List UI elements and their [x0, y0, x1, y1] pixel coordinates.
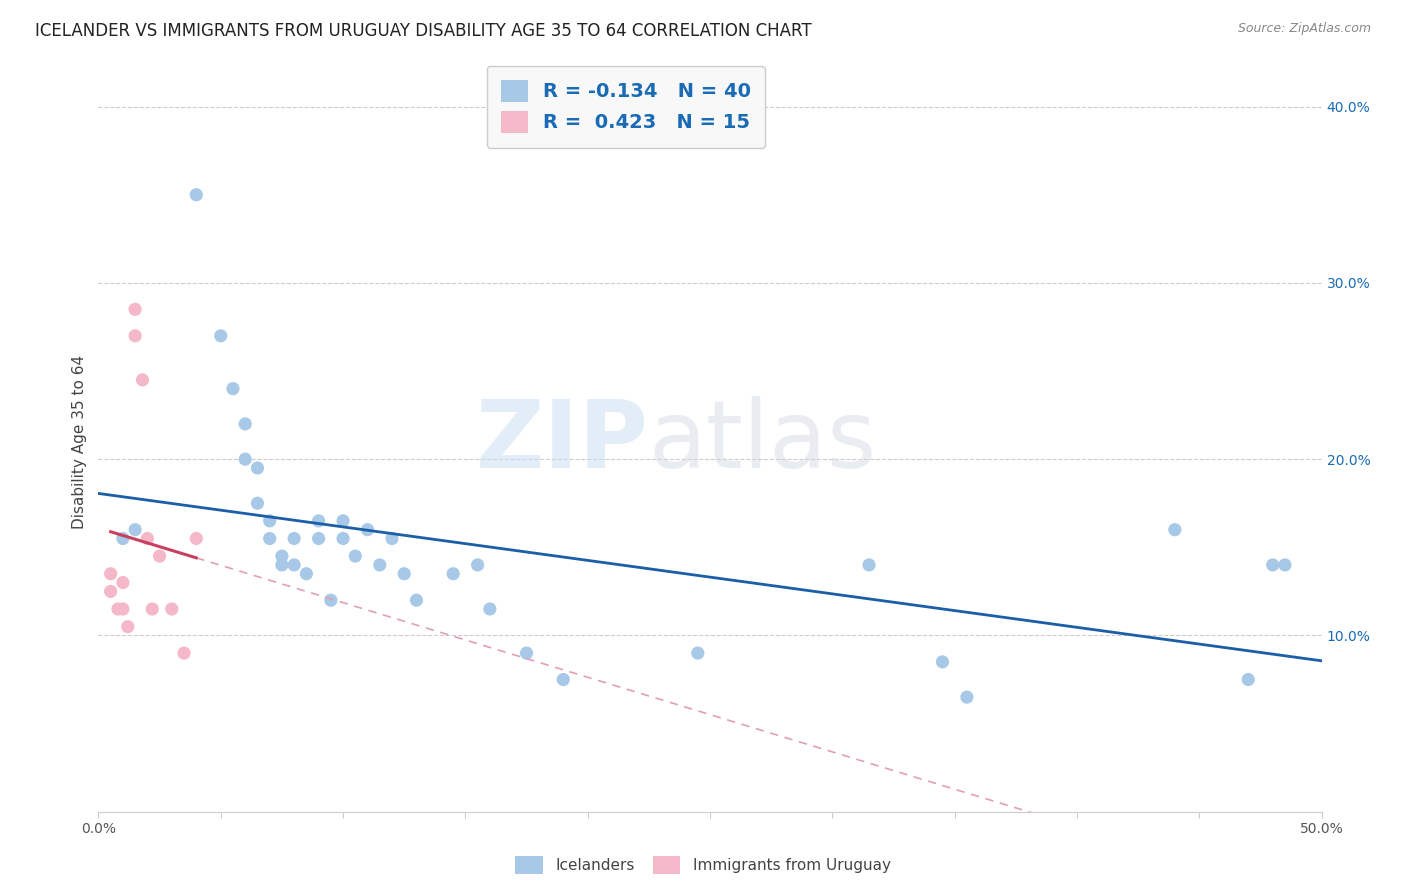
Point: [233, 417, 256, 431]
Point: [1164, 523, 1187, 537]
Point: [295, 566, 318, 581]
Point: [173, 646, 195, 660]
Point: [222, 382, 245, 396]
Point: [246, 461, 269, 475]
Text: Source: ZipAtlas.com: Source: ZipAtlas.com: [1237, 22, 1371, 36]
Point: [392, 566, 416, 581]
Point: [1274, 558, 1296, 572]
Point: [686, 646, 709, 660]
Point: [186, 532, 208, 546]
Text: ZIP: ZIP: [477, 395, 648, 488]
Y-axis label: Disability Age 35 to 64: Disability Age 35 to 64: [72, 354, 87, 529]
Point: [344, 549, 367, 563]
Point: [117, 619, 139, 633]
Point: [956, 690, 979, 705]
Point: [332, 514, 354, 528]
Point: [332, 532, 354, 546]
Point: [149, 549, 172, 563]
Point: [858, 558, 880, 572]
Legend: Icelanders, Immigrants from Uruguay: Icelanders, Immigrants from Uruguay: [509, 850, 897, 880]
Point: [270, 558, 294, 572]
Point: [124, 302, 146, 317]
Point: [233, 452, 256, 467]
Point: [467, 558, 489, 572]
Point: [308, 514, 330, 528]
Point: [405, 593, 427, 607]
Point: [246, 496, 269, 510]
Point: [124, 328, 146, 343]
Point: [308, 532, 330, 546]
Point: [136, 532, 159, 546]
Point: [515, 646, 537, 660]
Point: [111, 575, 134, 590]
Point: [1261, 558, 1284, 572]
Point: [111, 602, 134, 616]
Point: [356, 523, 378, 537]
Point: [283, 558, 305, 572]
Point: [368, 558, 391, 572]
Point: [478, 602, 501, 616]
Point: [270, 549, 294, 563]
Text: ICELANDER VS IMMIGRANTS FROM URUGUAY DISABILITY AGE 35 TO 64 CORRELATION CHART: ICELANDER VS IMMIGRANTS FROM URUGUAY DIS…: [35, 22, 811, 40]
Point: [100, 584, 122, 599]
Point: [107, 602, 129, 616]
Point: [441, 566, 464, 581]
Point: [259, 532, 281, 546]
Point: [553, 673, 575, 687]
Point: [931, 655, 953, 669]
Text: atlas: atlas: [648, 395, 877, 488]
Point: [131, 373, 153, 387]
Point: [160, 602, 183, 616]
Point: [186, 187, 208, 202]
Point: [111, 532, 134, 546]
Point: [259, 514, 281, 528]
Point: [100, 566, 122, 581]
Point: [141, 602, 163, 616]
Legend: R = -0.134   N = 40, R =  0.423   N = 15: R = -0.134 N = 40, R = 0.423 N = 15: [486, 66, 765, 147]
Point: [319, 593, 342, 607]
Point: [209, 328, 232, 343]
Point: [124, 523, 146, 537]
Point: [381, 532, 404, 546]
Point: [283, 532, 305, 546]
Point: [1237, 673, 1260, 687]
